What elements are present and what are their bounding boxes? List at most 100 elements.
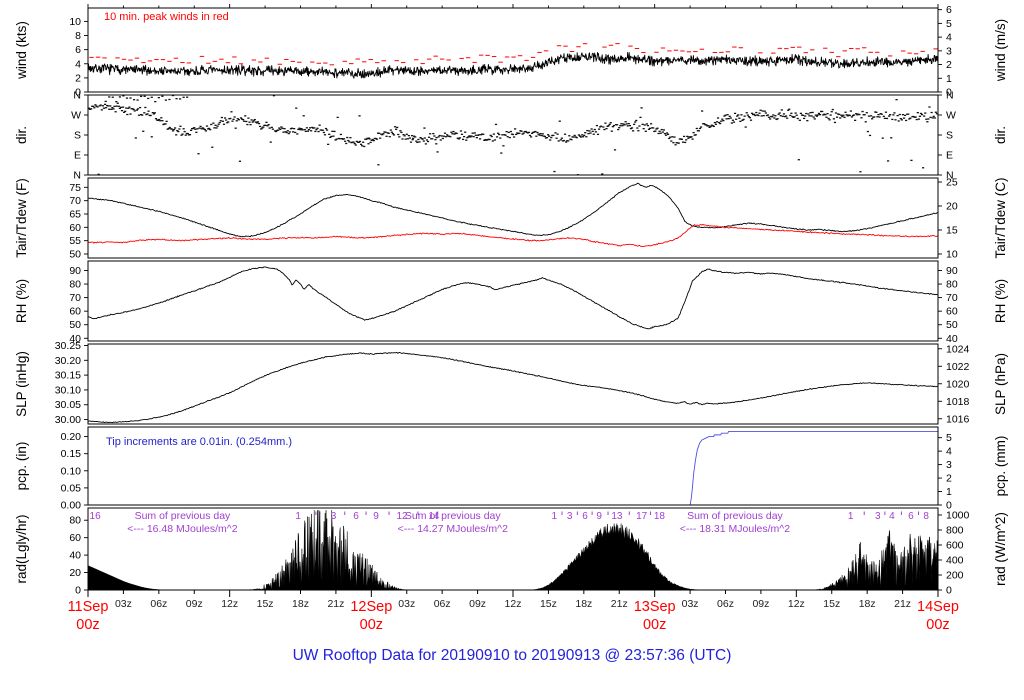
dir-dot <box>435 143 438 145</box>
dir-dot <box>587 132 590 135</box>
pcp-right-tick-label: 2 <box>946 473 952 485</box>
dir-dot <box>423 137 426 139</box>
dir-dot <box>95 105 98 107</box>
dir-dot <box>348 141 351 143</box>
wind-series-wind-speed <box>88 51 938 79</box>
temp-right-tick-label: 25 <box>946 177 958 189</box>
dir-dot <box>504 134 507 136</box>
dir-dot <box>413 135 416 137</box>
dir-dot <box>107 105 110 107</box>
wind-left-tick-label: 0 <box>75 87 81 99</box>
dir-dot <box>600 125 603 127</box>
dir-dot <box>755 111 758 114</box>
dir-dot <box>381 134 384 136</box>
dir-dot <box>291 131 295 133</box>
dir-dot <box>723 115 726 117</box>
dir-dot <box>812 116 815 118</box>
dir-dot <box>695 127 698 130</box>
dir-dot <box>154 118 158 120</box>
dir-dot <box>671 136 674 138</box>
dir-dot <box>743 115 746 117</box>
dir-dot <box>871 118 874 120</box>
dir-dot <box>242 119 245 121</box>
dir-dot <box>698 127 702 130</box>
dir-dot <box>175 97 178 100</box>
dir-dot <box>464 131 467 133</box>
dir-dot <box>583 134 586 136</box>
dir-dot <box>814 114 817 116</box>
dir-dot <box>843 116 846 119</box>
dir-dot <box>806 120 809 122</box>
dir-dot <box>928 106 931 108</box>
dir-dot <box>424 143 427 145</box>
dir-dot <box>203 128 206 131</box>
rad-left-tick-label: 20 <box>69 567 81 579</box>
rh-right-tick-label: 60 <box>946 306 958 318</box>
dir-dot <box>789 114 792 117</box>
dir-dot <box>238 160 242 162</box>
dir-dot <box>758 112 761 114</box>
dir-dot <box>97 173 100 175</box>
dir-dot <box>426 140 430 143</box>
dir-dot <box>711 125 714 127</box>
dir-dot <box>377 164 380 166</box>
rad-counter-label: 4 <box>889 511 895 522</box>
dir-dot <box>378 132 381 134</box>
dir-dot <box>826 112 829 115</box>
pcp-tip-note: Tip increments are 0.01in. (0.254mm.) <box>106 436 293 448</box>
dir-dot <box>927 118 930 120</box>
dir-dot <box>546 134 550 136</box>
dir-dot <box>483 139 486 141</box>
dir-dot <box>801 114 805 116</box>
dir-dot <box>894 119 897 121</box>
dir-dot <box>895 99 898 101</box>
dir-dot <box>761 110 764 112</box>
dir-dot <box>650 123 653 125</box>
dir-dot <box>221 120 225 122</box>
dir-dot <box>304 130 307 132</box>
dir-dot <box>580 134 584 136</box>
dir-dot <box>281 127 284 129</box>
temp-left-tick-label: 70 <box>69 195 81 207</box>
dir-dot <box>466 137 469 139</box>
dir-dot <box>753 113 756 116</box>
dir-dot <box>604 122 607 124</box>
dir-dot <box>612 124 616 127</box>
dir-dot <box>370 139 373 142</box>
dir-dot <box>775 118 778 121</box>
dir-dot <box>628 124 631 127</box>
dir-right-tick-label: E <box>946 150 953 162</box>
dir-dot <box>455 132 458 135</box>
rad-panel-frame <box>87 507 939 591</box>
dir-dot <box>694 134 697 136</box>
dir-dot <box>322 131 325 134</box>
rad-counter-label: 6 <box>582 511 588 522</box>
dir-dot <box>818 114 822 116</box>
x-day-label: 11Sep <box>68 599 109 615</box>
dir-dot <box>110 108 113 110</box>
dir-dot <box>143 95 146 97</box>
dir-dot <box>205 125 209 127</box>
dir-dot <box>815 115 818 117</box>
dir-dot <box>471 132 474 134</box>
dir-dot <box>500 152 503 154</box>
dir-dot <box>930 111 933 114</box>
dir-dot <box>842 114 845 116</box>
dir-dot <box>452 130 455 133</box>
dir-dot <box>552 134 555 137</box>
dir-dot <box>379 137 382 139</box>
dir-dot <box>781 115 784 117</box>
dir-dot <box>118 107 121 110</box>
dir-dot <box>725 118 728 120</box>
dir-dot <box>574 136 577 138</box>
dir-dot <box>199 125 202 128</box>
dir-dot <box>511 133 515 136</box>
dir-dot <box>910 159 913 162</box>
dir-dot <box>902 117 906 119</box>
dir-dot <box>460 133 464 135</box>
dir-dot <box>425 139 429 141</box>
dir-dot <box>109 105 112 107</box>
dir-dot <box>393 126 397 128</box>
dir-dot <box>914 116 917 118</box>
